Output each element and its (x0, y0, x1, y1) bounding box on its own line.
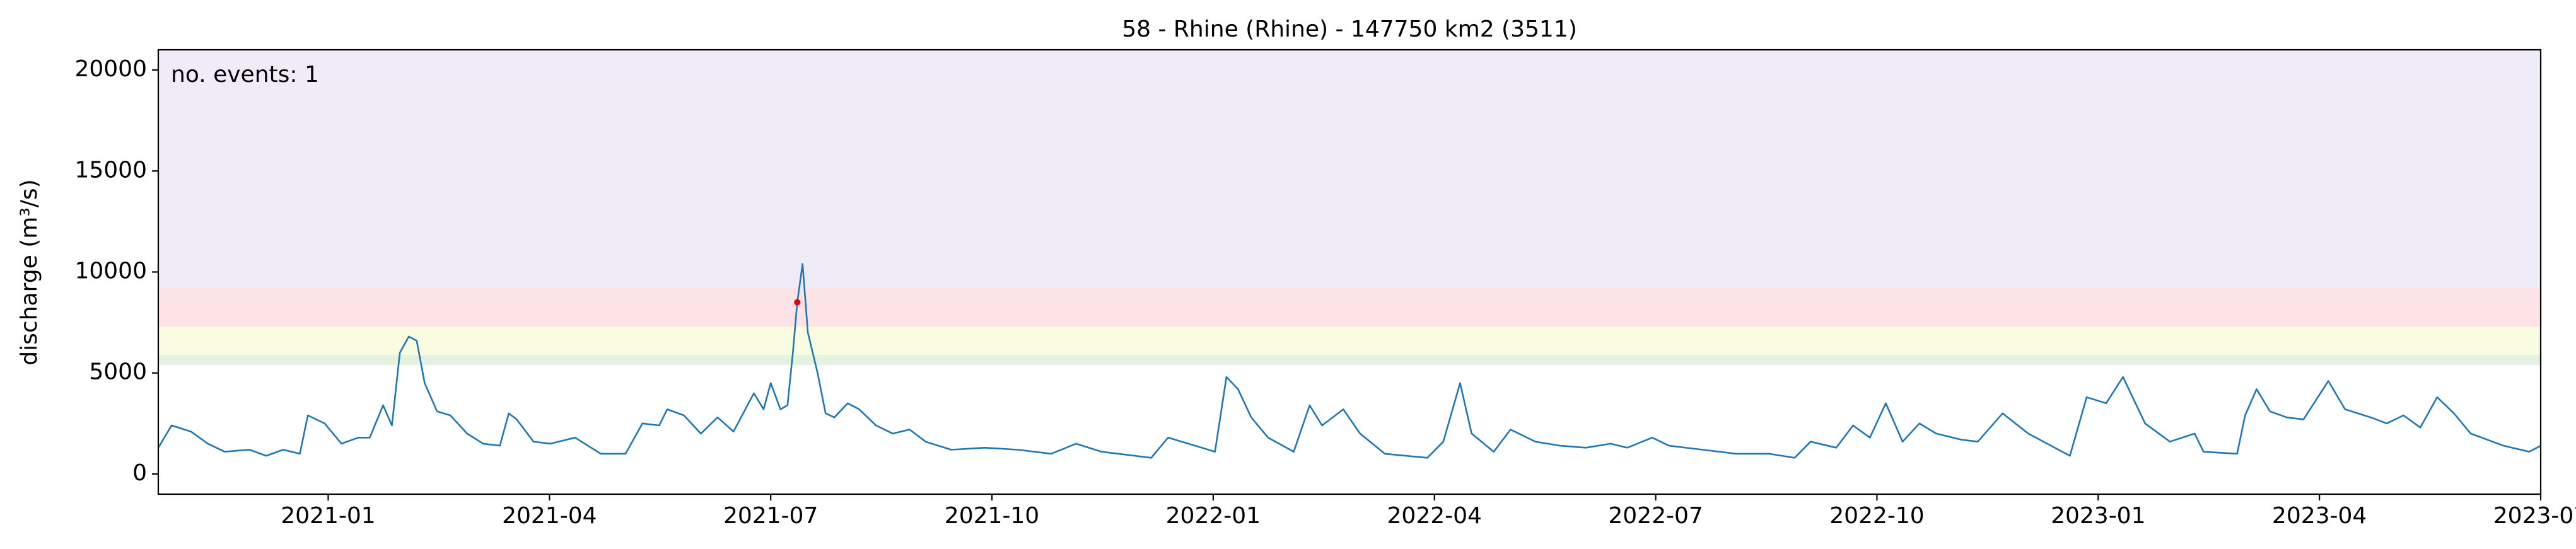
threshold-band (158, 354, 2541, 365)
y-tick-label: 20000 (74, 56, 147, 82)
y-tick-label: 10000 (74, 258, 147, 284)
x-tick-label: 2023-07 (2493, 503, 2576, 529)
x-tick-label: 2022-10 (1829, 503, 1924, 529)
x-tick-label: 2023-04 (2272, 503, 2367, 529)
y-tick-label: 5000 (89, 359, 147, 385)
x-tick-label: 2022-01 (1166, 503, 1261, 529)
event-point (794, 299, 801, 306)
threshold-band (158, 288, 2541, 327)
x-tick-label: 2021-10 (945, 503, 1039, 529)
plot-area (158, 50, 2541, 459)
y-axis-label: discharge (m³/s) (16, 179, 42, 365)
y-tick-label: 15000 (74, 157, 147, 183)
x-tick-label: 2023-01 (2051, 503, 2145, 529)
event-count: no. events: 1 (171, 62, 319, 88)
chart-title: 58 - Rhine (Rhine) - 147750 km2 (3511) (1122, 16, 1577, 42)
threshold-band (158, 327, 2541, 355)
x-tick-label: 2021-01 (281, 503, 375, 529)
x-tick-label: 2021-07 (723, 503, 818, 529)
y-tick-label: 0 (132, 460, 147, 486)
threshold-band (158, 50, 2541, 289)
x-tick-label: 2022-04 (1387, 503, 1482, 529)
discharge-line (158, 263, 2541, 459)
x-tick-label: 2021-04 (502, 503, 597, 529)
x-tick-label: 2022-07 (1608, 503, 1703, 529)
